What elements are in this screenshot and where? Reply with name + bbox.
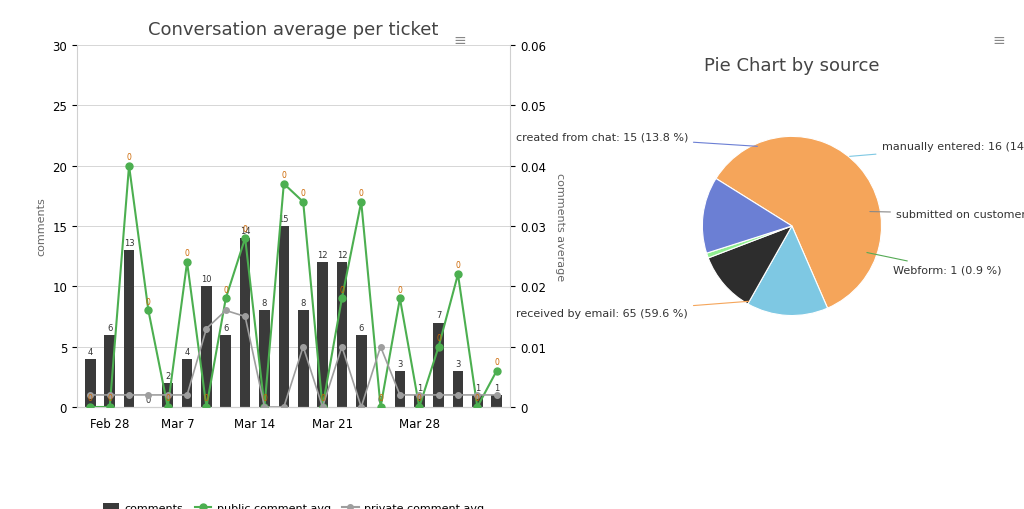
- Text: 8: 8: [262, 299, 267, 308]
- Text: 0: 0: [378, 395, 383, 404]
- Text: ≡: ≡: [454, 33, 466, 48]
- Text: 1: 1: [494, 383, 500, 392]
- Text: 2: 2: [165, 371, 170, 380]
- Y-axis label: comments: comments: [37, 197, 47, 256]
- Bar: [163, 383, 173, 407]
- Text: 1: 1: [417, 383, 422, 392]
- Wedge shape: [716, 137, 882, 308]
- Text: ≡: ≡: [993, 33, 1006, 48]
- Bar: [356, 335, 367, 407]
- Bar: [220, 335, 231, 407]
- Text: 0: 0: [301, 189, 305, 197]
- Text: 0: 0: [184, 249, 189, 258]
- Text: 3: 3: [397, 359, 402, 368]
- Bar: [394, 371, 406, 407]
- Text: 0: 0: [417, 393, 422, 403]
- Text: 6: 6: [358, 323, 364, 332]
- Bar: [492, 395, 502, 407]
- Text: 0: 0: [495, 357, 499, 366]
- Text: 0: 0: [145, 395, 151, 404]
- Text: 7: 7: [436, 311, 441, 320]
- Text: 0: 0: [204, 393, 209, 403]
- Text: 4: 4: [88, 347, 93, 356]
- Text: 0: 0: [165, 393, 170, 403]
- Y-axis label: comments average: comments average: [555, 173, 565, 280]
- Text: 0: 0: [397, 285, 402, 294]
- Bar: [259, 311, 269, 407]
- Text: 0: 0: [339, 285, 344, 294]
- Bar: [472, 395, 482, 407]
- Text: 0: 0: [127, 153, 131, 161]
- Text: 0: 0: [243, 225, 248, 234]
- Text: created from chat: 15 (13.8 %): created from chat: 15 (13.8 %): [515, 132, 758, 147]
- Text: 0: 0: [436, 333, 441, 342]
- Text: 10: 10: [201, 275, 212, 284]
- Text: 0: 0: [146, 297, 151, 306]
- Wedge shape: [709, 227, 792, 304]
- Legend: comments, public comment avg, private comment avg: comments, public comment avg, private co…: [98, 498, 488, 509]
- Text: 0: 0: [88, 393, 93, 403]
- Bar: [85, 359, 95, 407]
- Bar: [414, 395, 425, 407]
- Text: manually entered: 16 (14.7 %): manually entered: 16 (14.7 %): [850, 142, 1024, 157]
- Text: 0: 0: [108, 393, 113, 403]
- Bar: [317, 263, 328, 407]
- Text: 0: 0: [321, 393, 325, 403]
- Text: 12: 12: [337, 250, 347, 260]
- Text: 0: 0: [456, 261, 461, 270]
- Text: submitted on customer portal: 12 (11 %): submitted on customer portal: 12 (11 %): [869, 210, 1024, 220]
- Text: 0: 0: [475, 393, 480, 403]
- Bar: [124, 250, 134, 407]
- Text: 6: 6: [106, 323, 113, 332]
- Bar: [337, 263, 347, 407]
- Bar: [433, 323, 444, 407]
- Text: 0: 0: [378, 393, 383, 403]
- Text: received by email: 65 (59.6 %): received by email: 65 (59.6 %): [516, 302, 749, 318]
- Title: Conversation average per ticket: Conversation average per ticket: [148, 21, 438, 39]
- Text: 14: 14: [240, 227, 251, 236]
- Bar: [279, 227, 289, 407]
- Bar: [201, 287, 212, 407]
- Text: 4: 4: [184, 347, 189, 356]
- Text: 8: 8: [300, 299, 306, 308]
- Text: Webform: 1 (0.9 %): Webform: 1 (0.9 %): [867, 253, 1001, 275]
- Text: 0: 0: [262, 393, 267, 403]
- Title: Pie Chart by source: Pie Chart by source: [705, 57, 880, 75]
- Bar: [182, 359, 193, 407]
- Text: 15: 15: [279, 214, 289, 223]
- Bar: [453, 371, 463, 407]
- Wedge shape: [748, 227, 827, 316]
- Bar: [104, 335, 115, 407]
- Text: 6: 6: [223, 323, 228, 332]
- Text: 3: 3: [456, 359, 461, 368]
- Text: 13: 13: [124, 239, 134, 247]
- Bar: [298, 311, 308, 407]
- Bar: [240, 239, 251, 407]
- Text: 0: 0: [223, 285, 228, 294]
- Text: 0: 0: [358, 189, 364, 197]
- Text: 12: 12: [317, 250, 328, 260]
- Text: 0: 0: [282, 171, 287, 180]
- Text: 1: 1: [475, 383, 480, 392]
- Wedge shape: [707, 227, 792, 259]
- Wedge shape: [702, 179, 792, 253]
